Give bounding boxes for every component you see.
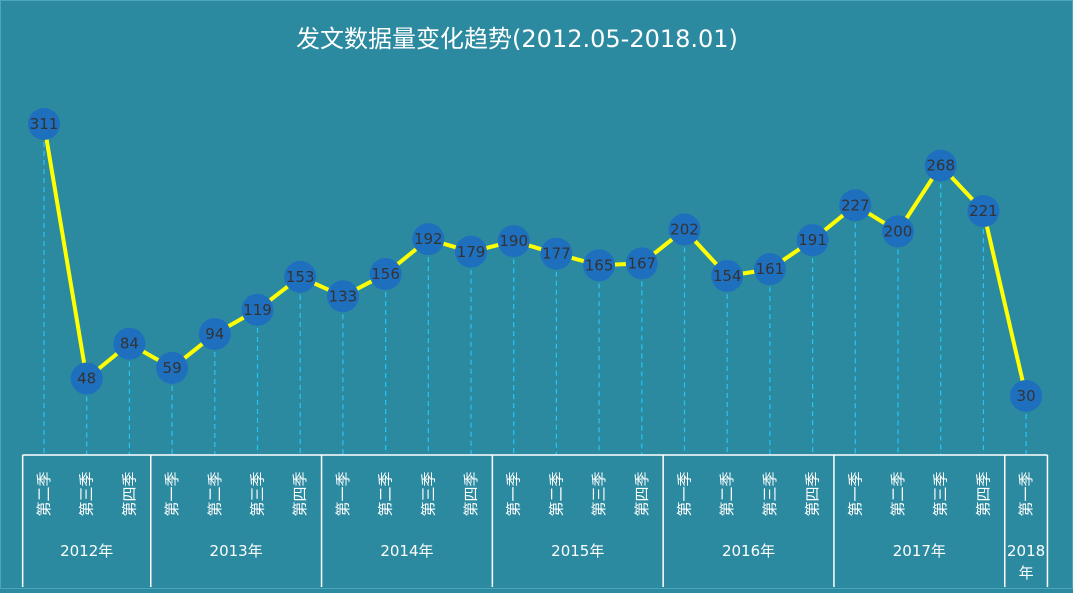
data-label: 227 [841, 196, 870, 214]
category-tick-label: 第三季 [932, 471, 950, 516]
data-point-marker [583, 249, 616, 282]
category-tick-label: 第三季 [419, 471, 437, 516]
data-label: 161 [756, 260, 785, 278]
category-tick-label: 第三季 [761, 471, 779, 516]
series-line [42, 123, 1029, 397]
data-point-marker [753, 253, 786, 286]
group-label: 2015年 [551, 542, 604, 560]
category-tick-label: 第四季 [462, 471, 480, 516]
data-point-marker [796, 224, 829, 257]
data-label: 165 [585, 256, 614, 274]
data-label: 268 [926, 157, 955, 175]
category-tick-label: 第三季 [249, 471, 267, 516]
category-tick-label: 第四季 [974, 471, 992, 516]
category-tick-label: 第一季 [846, 471, 864, 516]
data-point-marker [668, 213, 701, 246]
data-point-marker [28, 108, 60, 140]
data-point-marker [967, 195, 1000, 228]
data-label: 167 [627, 254, 656, 272]
category-tick-label: 第一季 [1017, 471, 1035, 516]
data-point-marker [198, 318, 231, 351]
category-tick-label: 第一季 [163, 471, 181, 516]
data-point-marker [924, 149, 957, 182]
data-point-marker [882, 215, 914, 248]
group-label: 年 [1019, 564, 1034, 582]
data-point-marker [412, 223, 445, 256]
category-tick-label: 第一季 [505, 471, 523, 516]
drop-lines [43, 124, 1027, 455]
data-label: 30 [1017, 387, 1036, 405]
data-label: 154 [713, 267, 742, 285]
data-label: 202 [670, 220, 699, 238]
data-label: 156 [371, 265, 400, 283]
category-tick-label: 第四季 [120, 471, 138, 516]
data-points: 311 48 84 59 94 119 153 133 156 192 179 190 177 165 16… [28, 108, 1043, 412]
category-tick-label: 第一季 [676, 471, 694, 516]
data-label: 192 [414, 230, 443, 248]
category-tick-label: 第二季 [35, 471, 53, 516]
category-tick-label: 第四季 [291, 471, 309, 516]
category-tick-label: 第四季 [633, 471, 651, 516]
category-tick-label: 第三季 [590, 471, 608, 516]
data-point-marker [711, 259, 744, 292]
data-label: 179 [457, 243, 486, 261]
category-tick-label: 第二季 [206, 471, 224, 516]
data-point-marker [113, 327, 146, 360]
data-label: 221 [969, 202, 998, 220]
data-point-marker [369, 258, 402, 291]
data-point-marker [70, 362, 103, 395]
series-line-group [42, 123, 1029, 397]
group-label: 2014年 [380, 542, 433, 560]
data-point-marker [497, 225, 530, 258]
group-label: 2013年 [210, 542, 263, 560]
chart-title: 发文数据量变化趋势(2012.05-2018.01) [296, 25, 738, 53]
data-label: 119 [243, 301, 272, 319]
group-label: 2018 [1007, 542, 1045, 560]
data-point-marker [839, 189, 872, 222]
category-tick-label: 第二季 [547, 471, 565, 516]
data-point-marker [241, 293, 274, 326]
group-label: 2016年 [722, 542, 775, 560]
data-point-marker [156, 351, 189, 384]
category-tick-label: 第二季 [377, 471, 395, 516]
data-label: 153 [286, 268, 315, 286]
data-point-marker [455, 235, 487, 268]
category-tick-label: 第三季 [78, 471, 96, 516]
data-label: 311 [30, 115, 59, 133]
data-point-marker [625, 247, 658, 280]
data-point-marker [1010, 379, 1043, 412]
group-label: 2012年 [60, 542, 113, 560]
data-point-marker [326, 280, 359, 313]
data-label: 94 [205, 325, 224, 343]
category-axis: 第二季 第三季 第四季 第一季 第二季 第三季 第四季 第一季 第二季 第三季 第四季 第一季 第二季 第… [21, 454, 1049, 587]
data-label: 84 [120, 335, 139, 353]
data-label: 133 [329, 287, 358, 305]
category-tick-label: 第四季 [804, 471, 822, 516]
data-label: 48 [77, 370, 96, 388]
group-label: 2017年 [893, 542, 946, 560]
data-label: 177 [542, 245, 571, 263]
data-label: 200 [884, 222, 913, 240]
data-point-marker [284, 260, 317, 293]
data-label: 59 [163, 359, 182, 377]
category-tick-label: 第二季 [718, 471, 736, 516]
data-point-marker [540, 237, 573, 270]
category-tick-label: 第二季 [889, 471, 907, 516]
data-label: 190 [499, 232, 528, 250]
data-label: 191 [798, 231, 827, 249]
category-tick-label: 第一季 [334, 471, 352, 516]
